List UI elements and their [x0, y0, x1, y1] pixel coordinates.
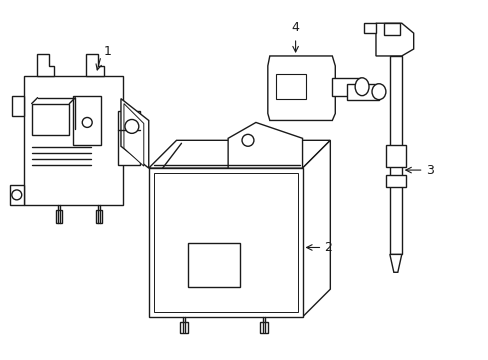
Polygon shape	[10, 185, 24, 205]
Polygon shape	[180, 322, 188, 333]
Circle shape	[242, 134, 253, 146]
Polygon shape	[86, 54, 104, 76]
Polygon shape	[24, 76, 122, 205]
Circle shape	[12, 190, 21, 200]
Polygon shape	[364, 23, 375, 33]
Circle shape	[82, 117, 92, 127]
Polygon shape	[389, 255, 401, 272]
Polygon shape	[96, 210, 102, 223]
Polygon shape	[32, 104, 69, 135]
Polygon shape	[56, 210, 62, 223]
Polygon shape	[118, 111, 140, 165]
Polygon shape	[275, 74, 305, 99]
Ellipse shape	[371, 84, 385, 100]
Polygon shape	[188, 243, 240, 287]
Text: 4: 4	[291, 21, 299, 34]
Polygon shape	[123, 104, 143, 166]
Ellipse shape	[354, 78, 368, 96]
Polygon shape	[148, 168, 302, 317]
Polygon shape	[228, 122, 302, 168]
Polygon shape	[389, 56, 401, 255]
Text: 2: 2	[324, 241, 331, 254]
Polygon shape	[383, 23, 399, 35]
Text: 3: 3	[425, 163, 432, 176]
Polygon shape	[346, 84, 378, 100]
Polygon shape	[375, 23, 413, 56]
Polygon shape	[385, 175, 405, 187]
Polygon shape	[37, 54, 54, 76]
Polygon shape	[121, 99, 148, 168]
Polygon shape	[302, 140, 330, 317]
Polygon shape	[332, 78, 361, 96]
Circle shape	[124, 120, 139, 133]
Polygon shape	[12, 96, 24, 116]
Polygon shape	[148, 140, 330, 168]
Polygon shape	[73, 96, 101, 145]
Polygon shape	[259, 322, 267, 333]
Text: 1: 1	[104, 45, 112, 58]
Polygon shape	[267, 56, 335, 121]
Polygon shape	[385, 145, 405, 167]
